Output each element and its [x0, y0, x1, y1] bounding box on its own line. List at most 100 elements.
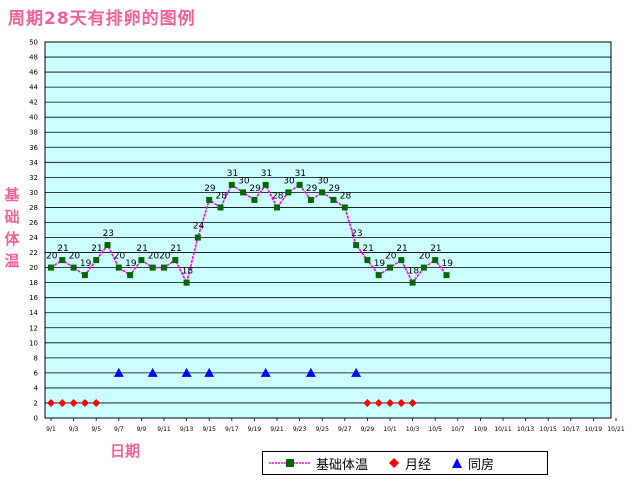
- y-axis-label: 基 础 体 温: [3, 184, 21, 272]
- y-tick-label: 42: [29, 99, 38, 107]
- period-point: [69, 398, 78, 407]
- y-tick-label: 34: [29, 159, 38, 167]
- temperature-data-label: 19: [442, 259, 454, 269]
- temperature-data-label: 28: [216, 191, 228, 201]
- y-tick-label: 26: [29, 219, 38, 227]
- intercourse-point: [147, 367, 158, 377]
- y-tick-label: 14: [29, 309, 38, 317]
- y-tick-label: 38: [29, 129, 38, 137]
- temperature-point: [59, 257, 66, 264]
- temperature-point: [251, 196, 258, 203]
- temperature-data-label: 31: [295, 169, 306, 179]
- period-point: [363, 398, 372, 407]
- temperature-point: [341, 204, 348, 211]
- temperature-point: [330, 196, 337, 203]
- y-tick-label: 4: [34, 384, 39, 392]
- temperature-point: [183, 279, 190, 286]
- period-point: [386, 398, 394, 407]
- temperature-point: [138, 257, 145, 264]
- plot-area: [44, 41, 612, 419]
- intercourse-series: [113, 367, 362, 377]
- x-tick-label: 10/5: [428, 426, 442, 433]
- legend-label-period: 月经: [405, 457, 432, 473]
- temperature-data-label: 21: [430, 244, 441, 254]
- x-tick-label: 10/1: [383, 426, 397, 433]
- temperature-data-label: 24: [193, 222, 205, 232]
- temperature-data-label: 21: [362, 244, 373, 254]
- temperature-data-label: 21: [396, 244, 407, 254]
- x-tick-label: 10/15: [540, 426, 557, 433]
- temperature-point: [353, 242, 360, 249]
- period-point: [397, 398, 406, 407]
- temperature-data-label: 30: [317, 176, 329, 186]
- y-tick-label: 20: [29, 264, 38, 272]
- x-tick-label: 9/23: [293, 426, 307, 433]
- grid-lines: [45, 41, 611, 419]
- x-tick-label: 9/1: [46, 426, 56, 433]
- x-tick-label: 10/17: [562, 426, 579, 433]
- period-point: [92, 398, 101, 407]
- y-tick-label: 18: [29, 279, 38, 287]
- legend-label-temp: 基础体温: [316, 457, 369, 473]
- temperature-point: [93, 257, 100, 264]
- temperature-point: [432, 257, 439, 264]
- intercourse-point: [305, 367, 316, 377]
- period-point: [80, 398, 89, 407]
- y-tick-label: 44: [29, 84, 38, 92]
- y-tick-label: 32: [29, 174, 38, 182]
- y-tick-label: 0: [34, 415, 38, 423]
- intercourse-point: [181, 367, 192, 377]
- x-tick-label: 10/9: [474, 426, 488, 433]
- y-axis-label-char: 体: [4, 230, 20, 248]
- x-axis-label: 日期: [110, 442, 141, 460]
- x-tick-label: 9/3: [69, 426, 79, 433]
- y-tick-label: 10: [29, 339, 38, 347]
- y-tick-label: 46: [29, 69, 38, 77]
- temperature-data-label: 29: [306, 184, 318, 194]
- temperature-point: [364, 257, 371, 264]
- temperature-data-label: 19: [374, 259, 386, 269]
- temperature-point: [420, 264, 427, 271]
- temperature-data-label: 20: [385, 252, 397, 262]
- period-point: [47, 398, 55, 407]
- intercourse-point: [351, 367, 362, 377]
- temperature-point: [70, 264, 77, 271]
- temperature-data-label: 30: [238, 176, 250, 186]
- x-tick-label: 9/11: [157, 426, 171, 433]
- temperature-point: [172, 257, 179, 264]
- temperature-point: [206, 196, 213, 203]
- temperature-data-label: 23: [351, 229, 362, 239]
- x-tick-label: 10/19: [585, 426, 602, 433]
- intercourse-point: [260, 367, 271, 377]
- legend-item-period: 月经: [388, 454, 445, 473]
- temperature-point: [296, 181, 303, 188]
- temperature-point: [387, 264, 393, 271]
- temperature-point: [194, 234, 201, 241]
- temperature-data-label: 20: [419, 252, 431, 262]
- period-point: [408, 398, 417, 407]
- x-tick-label: 9/21: [270, 426, 284, 433]
- temperature-point: [161, 264, 167, 271]
- temperature-point: [409, 279, 416, 286]
- temperature-data-label: 18: [408, 267, 420, 277]
- y-tick-label: 2: [34, 399, 38, 407]
- x-tick-label: 9/29: [361, 426, 375, 433]
- temperature-point: [375, 272, 382, 279]
- period-point: [58, 398, 67, 407]
- x-tick-label: 10/21: [607, 426, 624, 433]
- legend-label-intercourse: 同房: [468, 457, 495, 473]
- y-axis-label-char: 温: [4, 252, 20, 270]
- x-tick-label: 9/15: [202, 426, 216, 433]
- temperature-point: [228, 181, 235, 188]
- temperature-point: [274, 204, 280, 211]
- x-tick-label: 10/11: [494, 426, 511, 433]
- temperature-data-label: 21: [170, 244, 181, 254]
- temperature-data-label: 29: [204, 184, 216, 194]
- temperature-point: [398, 257, 405, 264]
- temperature-point: [443, 272, 450, 279]
- x-tick-label: 9/13: [180, 426, 194, 433]
- temperature-data-label: 21: [136, 244, 147, 254]
- x-tick-label: 10/13: [517, 426, 534, 433]
